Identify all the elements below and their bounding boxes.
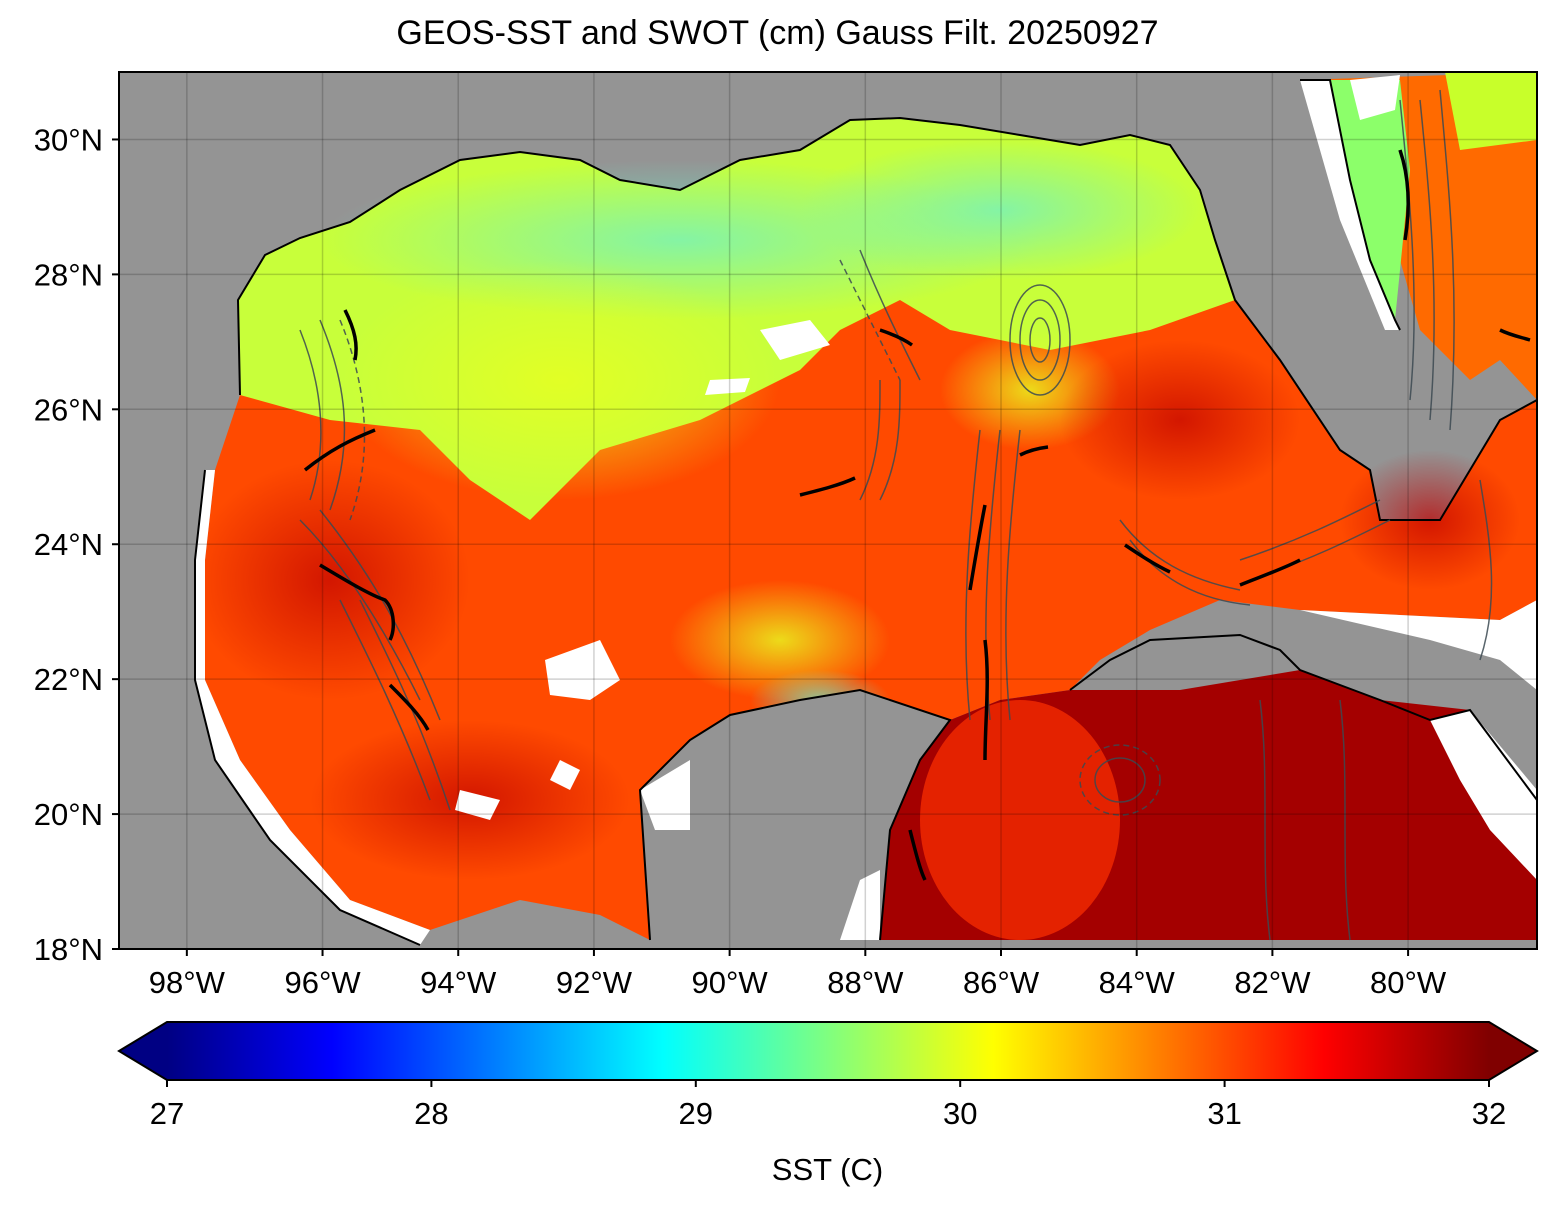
colorbar-tick-label: 27	[150, 1096, 184, 1131]
lat-tick-label: 24°N	[34, 527, 103, 562]
swot-thick-contours	[303, 149, 1531, 881]
colorbar-ticks: 27 28 29 30 31 32	[150, 1080, 1506, 1131]
colorbar-tick-label: 30	[943, 1096, 977, 1131]
lon-tick-label: 98°W	[149, 965, 226, 1000]
map-area	[119, 72, 1537, 949]
swot-contours	[299, 89, 1493, 941]
colorbar: 27 28 29 30 31 32	[117, 1021, 1539, 1131]
gulf-coastline	[236, 116, 1537, 521]
colorbar-extend-min	[119, 1022, 167, 1080]
colorbar-tick-label: 28	[414, 1096, 448, 1131]
latitude-axis: 30°N 28°N 26°N 24°N 22°N 20°N 18°N	[34, 122, 119, 967]
map-frame	[118, 71, 1538, 950]
lon-tick-label: 94°W	[420, 965, 497, 1000]
lon-tick-label: 84°W	[1099, 965, 1176, 1000]
lat-tick-label: 20°N	[34, 797, 103, 832]
colorbar-label: SST (C)	[771, 1152, 884, 1187]
colorbar-tick-label: 31	[1207, 1096, 1241, 1131]
colorbar-gradient	[167, 1022, 1489, 1080]
lon-tick-label: 96°W	[284, 965, 361, 1000]
lon-tick-label: 88°W	[827, 965, 904, 1000]
lat-tick-label: 18°N	[34, 932, 103, 967]
lon-tick-label: 92°W	[556, 965, 633, 1000]
lon-tick-label: 86°W	[963, 965, 1040, 1000]
figure-title: GEOS-SST and SWOT (cm) Gauss Filt. 20250…	[396, 14, 1159, 52]
gulf-ocean	[190, 118, 1537, 940]
yucatan-coastline	[194, 469, 952, 946]
florida-east-coastline	[1300, 79, 1401, 331]
lat-tick-label: 22°N	[34, 662, 103, 697]
lon-tick-label: 90°W	[692, 965, 769, 1000]
colorbar-tick-label: 29	[679, 1096, 713, 1131]
cuba-coastline	[1069, 633, 1537, 801]
longitude-axis: 98°W 96°W 94°W 92°W 90°W 88°W 86°W 84°W 82°W 80°W	[149, 949, 1447, 1000]
lat-tick-label: 28°N	[34, 257, 103, 292]
lon-tick-label: 80°W	[1370, 965, 1447, 1000]
lat-tick-label: 30°N	[34, 122, 103, 157]
colorbar-extend-max	[1489, 1022, 1537, 1080]
colorbar-tick-label: 32	[1472, 1096, 1506, 1131]
lat-tick-label: 26°N	[34, 392, 103, 427]
gridlines	[119, 72, 1537, 949]
missing-data-patches	[195, 75, 1537, 945]
lon-tick-label: 82°W	[1234, 965, 1311, 1000]
